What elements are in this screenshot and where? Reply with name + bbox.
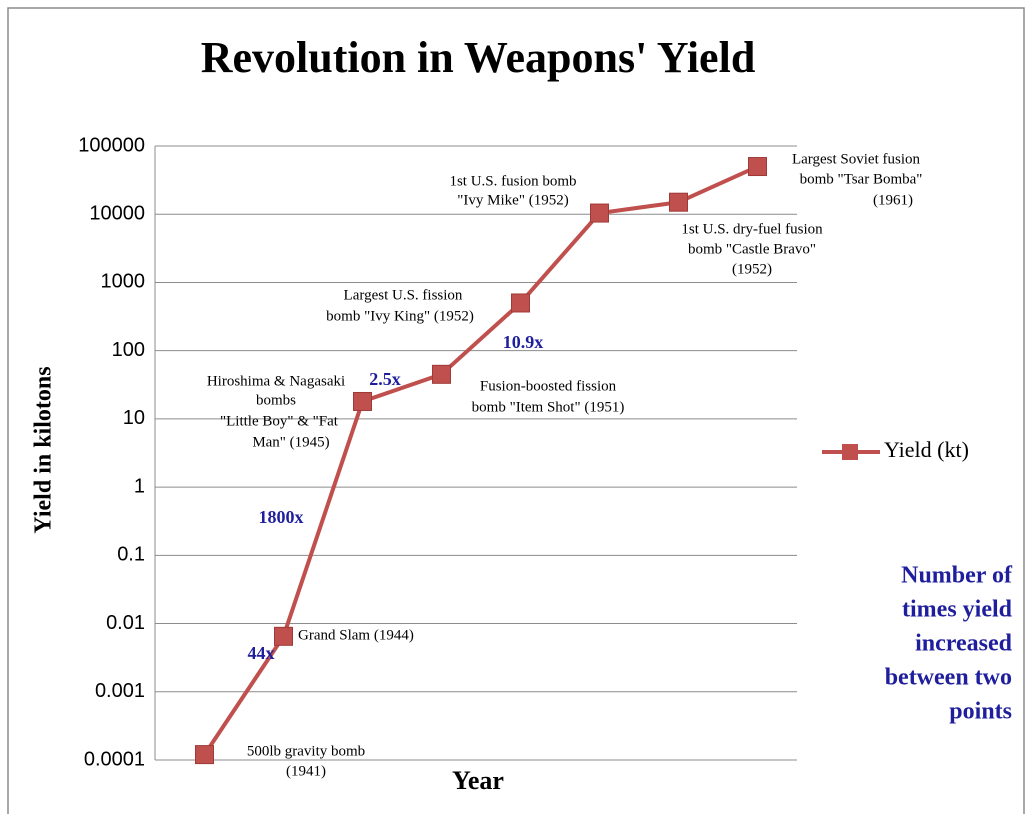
point-annotation: Man" (1945): [252, 434, 329, 450]
data-marker: [274, 626, 293, 646]
note-text: Number of: [901, 563, 1013, 589]
series-line: [202, 164, 759, 756]
data-marker: [195, 745, 214, 765]
note-text: times yield: [902, 597, 1013, 623]
note-text: points: [949, 699, 1012, 725]
y-tick-label: 10: [123, 407, 145, 429]
y-tick-label: 100: [112, 339, 145, 361]
point-annotation: bombs: [256, 392, 296, 408]
data-marker: [432, 364, 451, 384]
chart-border: [7, 7, 1025, 814]
y-tick-label: 1: [134, 475, 145, 497]
y-tick-label: 1000: [101, 271, 146, 293]
point-annotation: (1961): [873, 192, 913, 208]
point-annotation: Grand Slam (1944): [298, 627, 414, 643]
chart-title: Revolution in Weapons' Yield: [201, 33, 756, 82]
point-annotation: Fusion-boosted fission: [480, 378, 617, 394]
x-axis-label: Year: [452, 766, 504, 795]
y-tick-label: 0.01: [106, 612, 145, 634]
point-annotation: 500lb gravity bomb: [247, 743, 365, 759]
point-annotation: "Little Boy" & "Fat: [220, 413, 339, 429]
ratio-label: 1800x: [259, 507, 304, 527]
y-tick-label: 0.001: [95, 680, 145, 702]
point-annotation: (1952): [732, 261, 772, 277]
note-text: increased: [915, 631, 1013, 657]
point-annotation: (1941): [286, 763, 326, 779]
legend-label: Yield (kt): [884, 437, 969, 462]
point-annotation: "Ivy Mike" (1952): [457, 192, 568, 208]
point-annotation: Largest U.S. fission: [344, 287, 463, 303]
ratio-label: 2.5x: [369, 369, 401, 389]
y-tick-label: 100000: [78, 134, 145, 156]
note-text: between two: [885, 665, 1012, 691]
data-marker: [748, 157, 767, 177]
data-marker: [353, 391, 372, 411]
data-marker: [669, 192, 688, 212]
ratio-label: 44x: [248, 643, 275, 663]
legend-marker: [842, 444, 858, 460]
point-annotation: bomb "Ivy King" (1952): [326, 308, 474, 324]
point-annotation: 1st U.S. fusion bomb: [449, 173, 576, 189]
point-annotation: Hiroshima & Nagasaki: [207, 373, 345, 389]
y-tick-label: 0.0001: [84, 748, 145, 770]
y-axis-label: Yield in kilotons: [31, 366, 57, 533]
point-annotation: 1st U.S. dry-fuel fusion: [681, 221, 823, 237]
point-annotation: bomb "Item Shot" (1951): [472, 399, 625, 415]
data-marker: [590, 203, 609, 223]
ratio-label: 10.9x: [503, 332, 544, 352]
point-annotation: Largest Soviet fusion: [792, 151, 921, 167]
y-tick-label: 10000: [89, 203, 145, 225]
point-annotation: bomb "Castle Bravo": [688, 241, 816, 257]
point-annotation: bomb "Tsar Bomba": [800, 171, 923, 187]
y-tick-label: 0.1: [117, 544, 145, 566]
data-marker: [511, 293, 530, 313]
